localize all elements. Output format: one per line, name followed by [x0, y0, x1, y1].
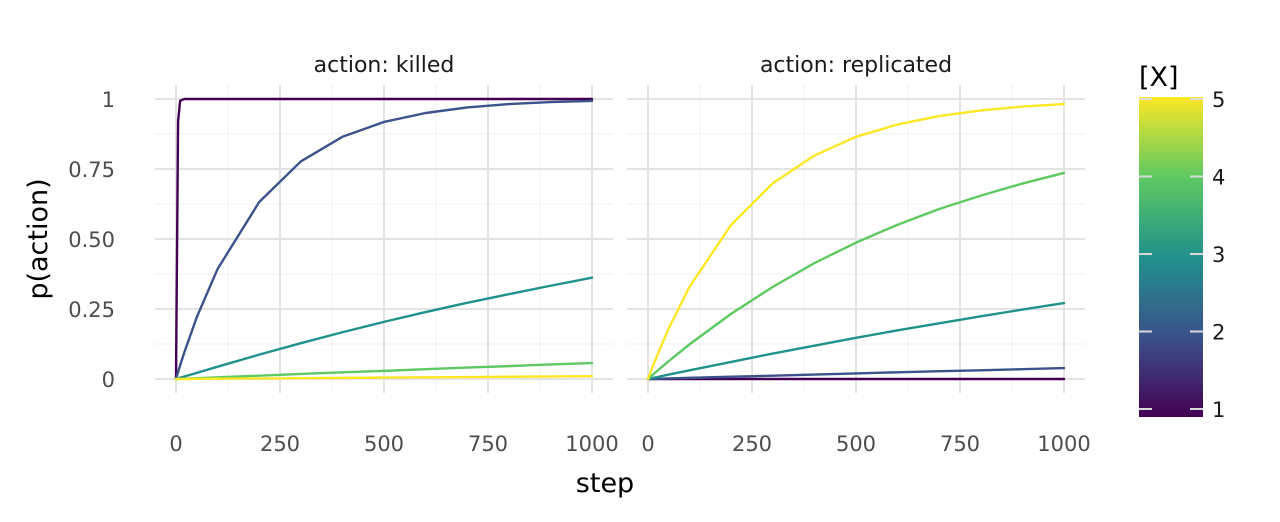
- major-grid: [627, 85, 1085, 393]
- colorbar-label: 2: [1212, 321, 1225, 345]
- panel-1: action: killed 0 250 500 750 1000 0 0.25 0.50 0.7…: [68, 53, 618, 456]
- x-tick-label: 1000: [1037, 432, 1090, 456]
- y-axis-title: p(action): [23, 178, 54, 299]
- y-tick-label: 0: [102, 368, 115, 392]
- panels-layer: action: killed 0 250 500 750 1000 0 0.25 0.50 0.7…: [68, 53, 1090, 456]
- series-line-x1: [174, 97, 594, 381]
- y-tick-label: 0.25: [68, 298, 115, 322]
- x-tick-label: 750: [940, 432, 980, 456]
- y-tick-label: 0.50: [68, 228, 115, 252]
- colorbar-label: 4: [1212, 166, 1225, 190]
- x-tick-label: 0: [641, 432, 654, 456]
- series-line-x4: [646, 171, 1066, 381]
- colorbar-label: 3: [1212, 243, 1225, 267]
- series-lines: [646, 102, 1066, 381]
- x-tick-label: 250: [260, 432, 300, 456]
- x-tick-label: 0: [169, 432, 182, 456]
- y-tick-label: 0.75: [68, 158, 115, 182]
- x-axis-title: step: [576, 468, 634, 499]
- y-tick-label: 1: [102, 88, 115, 112]
- x-tick-label: 250: [732, 432, 772, 456]
- x-tick-label: 500: [364, 432, 404, 456]
- panel-title: action: replicated: [760, 53, 952, 78]
- colorbar: [1139, 97, 1203, 417]
- series-line-x2: [174, 99, 594, 381]
- colorbar-label: 1: [1212, 398, 1225, 422]
- panel-2: action: replicated 0 250 500 750 1000: [627, 53, 1091, 456]
- x-tick-label: 1000: [565, 432, 618, 456]
- legend-title: [X]: [1139, 62, 1179, 93]
- series-line-x3: [174, 276, 594, 381]
- colorbar-label: 5: [1212, 88, 1225, 112]
- panel-title: action: killed: [314, 53, 455, 78]
- series-line-x5: [646, 102, 1066, 381]
- series-lines: [174, 97, 594, 381]
- major-grid: [155, 85, 613, 393]
- series-line-x3: [646, 301, 1066, 381]
- x-tick-label: 750: [468, 432, 508, 456]
- x-tick-label: 500: [836, 432, 876, 456]
- colorbar-legend: [X] 1 2 3 4 5: [1139, 62, 1225, 422]
- series-line-x5: [174, 375, 594, 381]
